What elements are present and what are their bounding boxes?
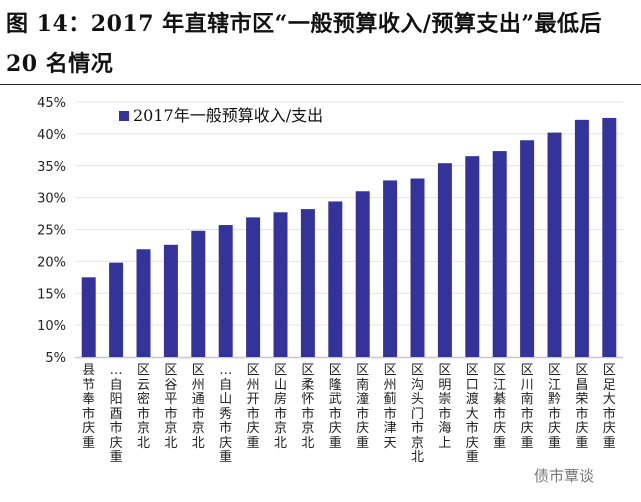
bar xyxy=(492,151,507,357)
x-tick-label: 重庆市潼南区 xyxy=(356,363,370,451)
watermark: 债市覃谈 xyxy=(530,465,599,486)
bar xyxy=(465,156,480,357)
y-tick-label: 45% xyxy=(37,96,66,111)
bar xyxy=(410,178,425,357)
x-tick-label: 重庆市秀山自… xyxy=(219,363,233,465)
bar xyxy=(602,117,617,357)
bar xyxy=(574,119,589,357)
x-tick-label: 重庆市武隆区 xyxy=(328,363,342,451)
bar xyxy=(191,230,206,357)
bar xyxy=(136,249,151,357)
bar xyxy=(383,180,398,357)
x-tick-label: 重庆市荣昌区 xyxy=(575,363,589,451)
y-tick-label: 10% xyxy=(37,319,66,334)
x-tick-label: 重庆市黔江区 xyxy=(547,363,561,451)
bar xyxy=(163,244,178,357)
y-tick-label: 35% xyxy=(37,160,66,175)
bar xyxy=(300,209,315,357)
x-tick-label: 北京市密云区 xyxy=(136,363,150,451)
x-tick-label: 北京市通州区 xyxy=(191,363,205,451)
y-tick-label: 25% xyxy=(37,224,66,239)
x-tick-label: 北京市房山区 xyxy=(273,363,287,451)
y-tick-label: 20% xyxy=(37,255,66,270)
figure-title: 图 14：2017 年直辖市区“一般预算收入/预算支出”最低后 20 名情况 xyxy=(6,11,603,77)
x-tick-label: 重庆市开州区 xyxy=(246,363,260,451)
y-tick-label: 40% xyxy=(37,128,66,143)
legend-label: 2017年一般预算收入/支出 xyxy=(133,106,323,125)
x-tick-label: 重庆市大足区 xyxy=(602,363,616,451)
y-tick-label: 30% xyxy=(37,192,66,207)
x-tick-label: 重庆市酉阳自… xyxy=(109,363,123,465)
title-divider xyxy=(0,84,641,85)
bar xyxy=(218,225,233,357)
bar xyxy=(273,212,288,357)
bar xyxy=(520,140,535,357)
bar xyxy=(109,262,124,357)
legend-swatch xyxy=(119,111,129,121)
y-tick-label: 5% xyxy=(45,351,66,366)
bar xyxy=(547,132,562,357)
x-tick-label: 北京市门头沟区 xyxy=(410,363,424,465)
x-tick-label: 重庆市南川区 xyxy=(520,363,534,451)
bar xyxy=(437,163,452,357)
x-tick-label: 重庆市奉节县 xyxy=(82,363,96,451)
bar xyxy=(246,217,261,357)
bar xyxy=(355,191,370,357)
x-tick-label: 上海市崇明区 xyxy=(438,363,452,451)
x-tick-label: 天津市蓟州区 xyxy=(383,363,397,451)
x-tick-label: 重庆市大渡口区 xyxy=(465,363,479,465)
bar xyxy=(328,201,343,357)
bar xyxy=(81,277,96,357)
y-tick-label: 15% xyxy=(37,287,66,302)
x-tick-label: 北京市平谷区 xyxy=(164,363,178,451)
x-tick-label: 重庆市綦江区 xyxy=(493,363,507,451)
x-tick-label: 北京市怀柔区 xyxy=(301,363,315,451)
